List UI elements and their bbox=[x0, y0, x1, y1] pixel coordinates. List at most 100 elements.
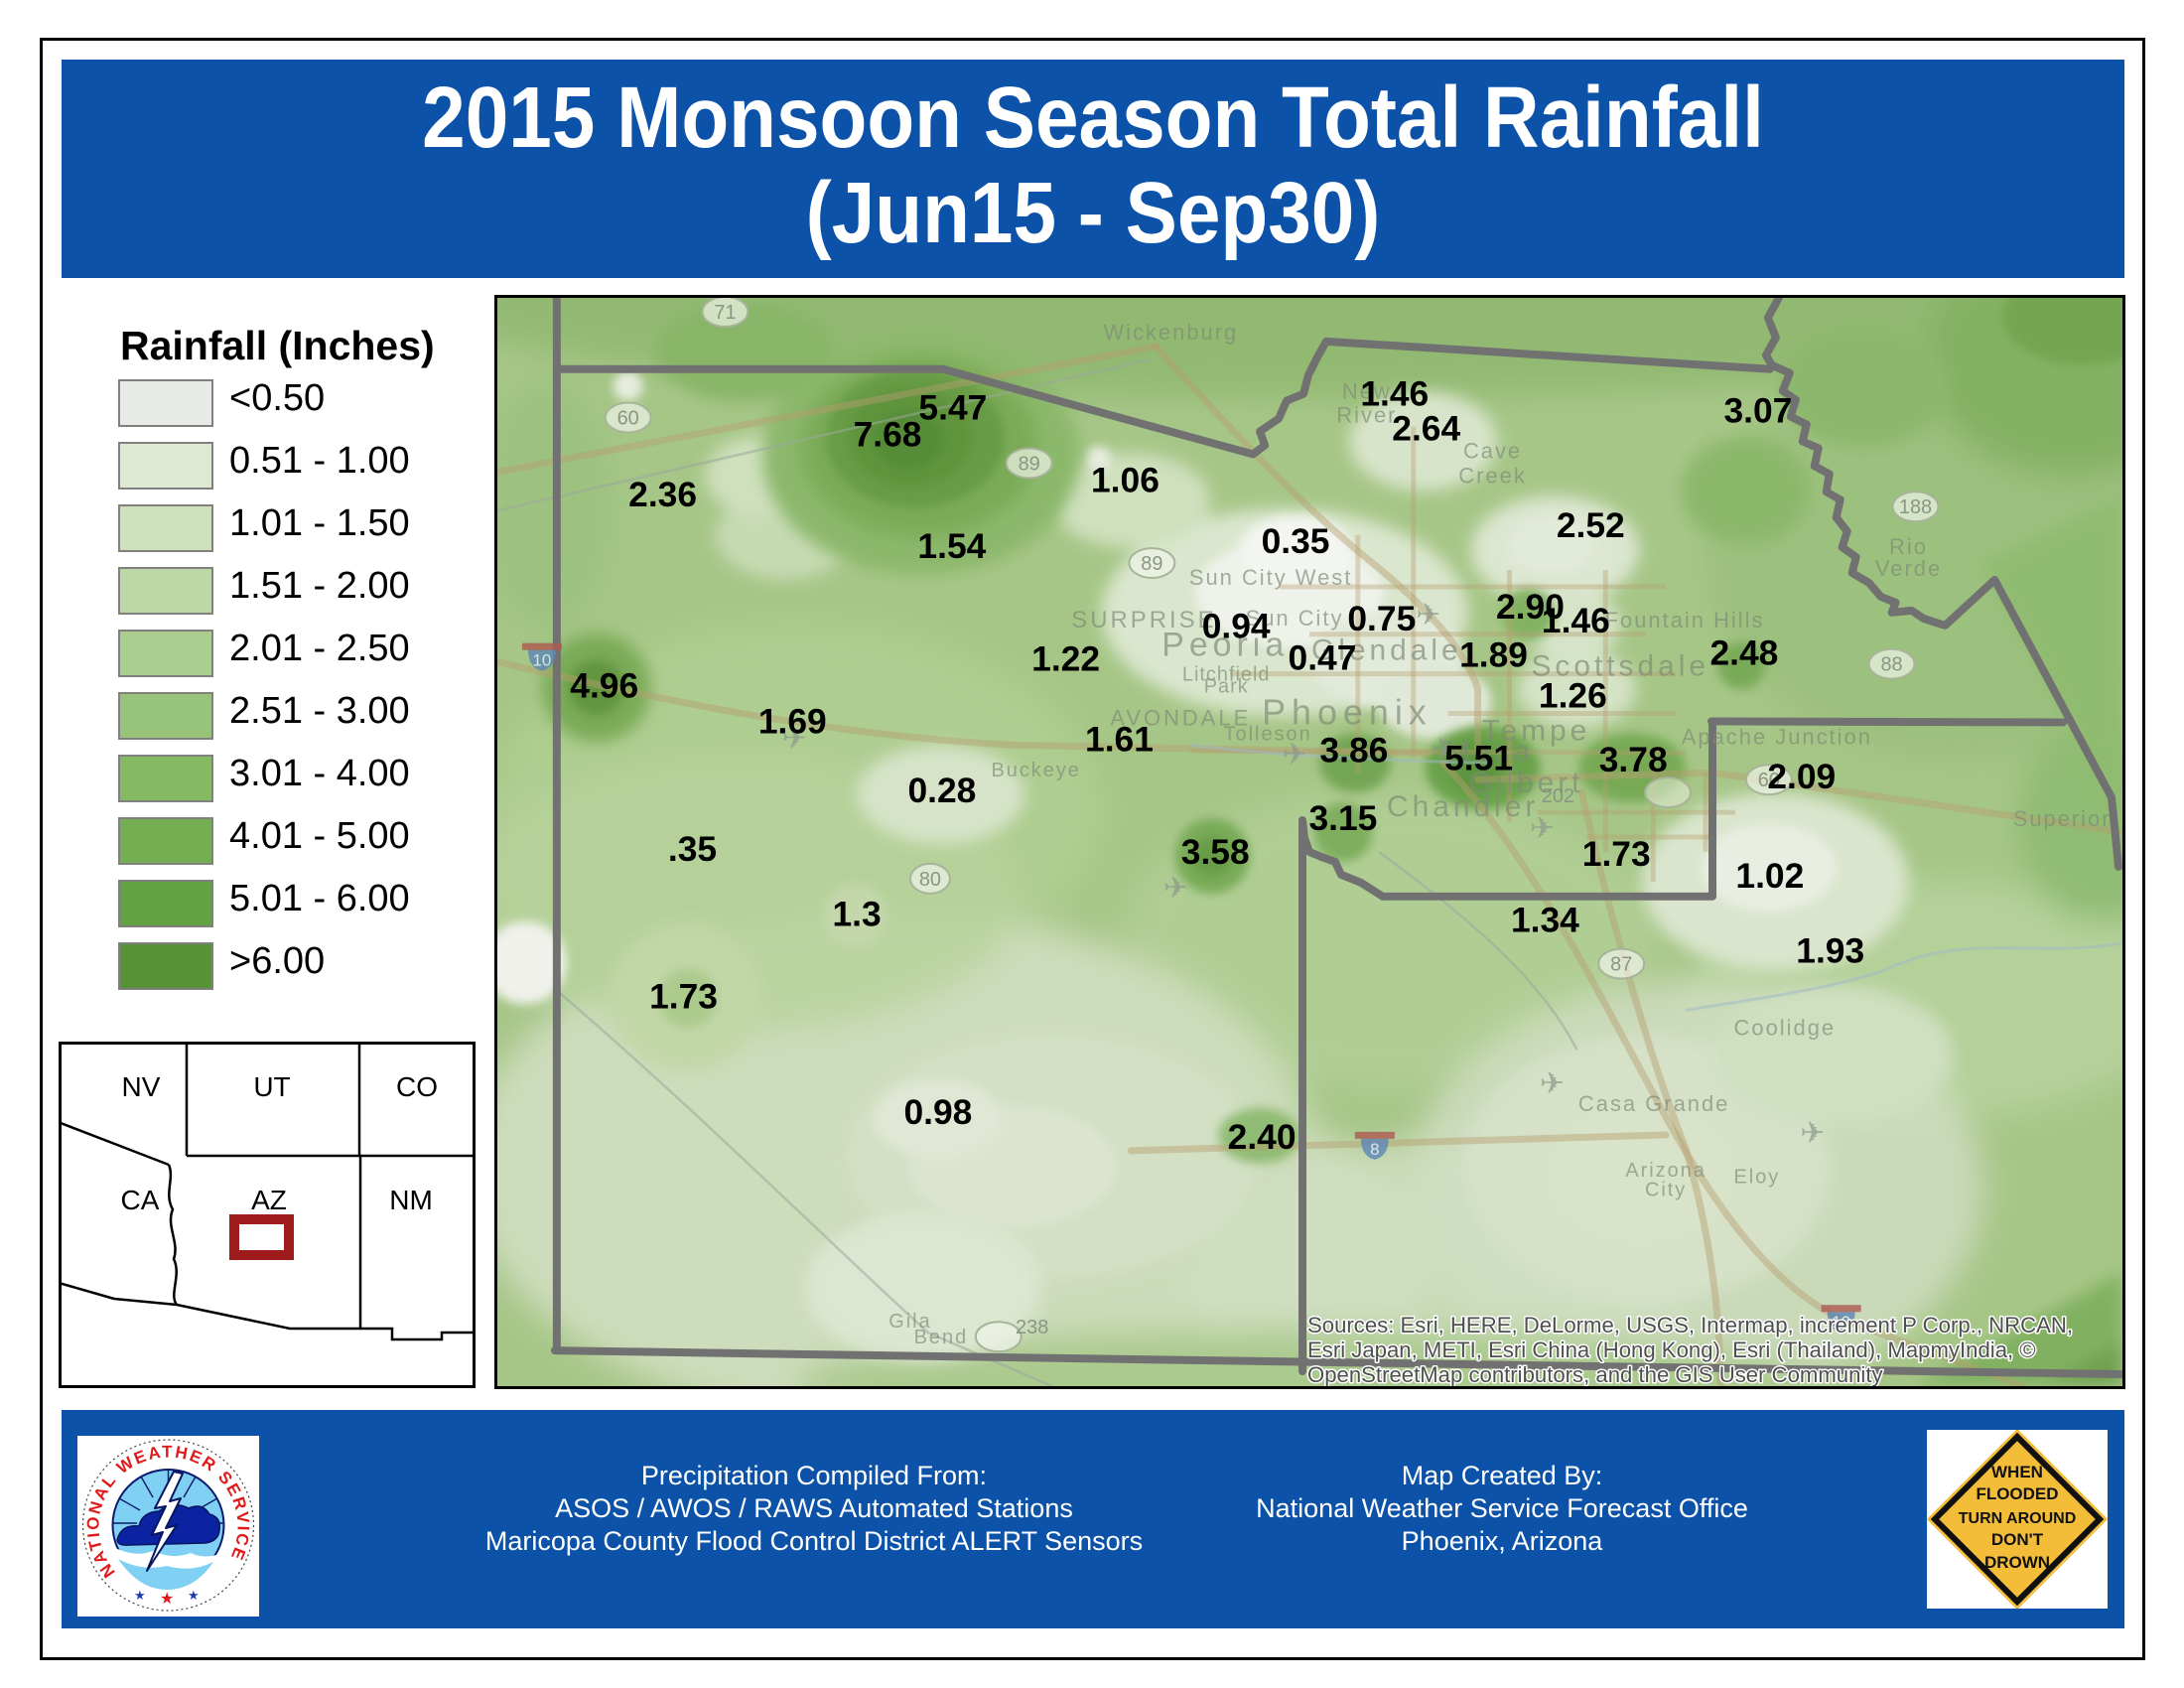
svg-text:3.86: 3.86 bbox=[1319, 731, 1388, 770]
svg-text:1.61: 1.61 bbox=[1085, 720, 1154, 759]
svg-text:1.26: 1.26 bbox=[1539, 677, 1607, 716]
svg-text:Esri Japan, METI, Esri China (: Esri Japan, METI, Esri China (Hong Kong)… bbox=[1307, 1337, 2036, 1362]
svg-text:1.54: 1.54 bbox=[917, 527, 986, 566]
svg-text:7.68: 7.68 bbox=[854, 415, 922, 454]
svg-text:Verde: Verde bbox=[1875, 556, 1942, 581]
svg-text:Eloy: Eloy bbox=[1734, 1167, 1781, 1189]
svg-text:87: 87 bbox=[1610, 954, 1632, 976]
svg-text:Apache Junction: Apache Junction bbox=[1682, 724, 1872, 749]
svg-text:0.98: 0.98 bbox=[903, 1093, 972, 1132]
svg-text:2.90: 2.90 bbox=[1496, 588, 1565, 627]
svg-text:3.58: 3.58 bbox=[1181, 833, 1250, 872]
svg-text:WHEN: WHEN bbox=[1991, 1463, 2043, 1481]
svg-text:1.73: 1.73 bbox=[1582, 835, 1651, 874]
svg-text:60: 60 bbox=[617, 408, 639, 430]
svg-text:3.78: 3.78 bbox=[1599, 741, 1668, 779]
svg-text:2.40: 2.40 bbox=[1228, 1118, 1297, 1157]
svg-text:AVONDALE: AVONDALE bbox=[1110, 705, 1251, 730]
svg-text:Glendale: Glendale bbox=[1311, 634, 1462, 667]
svg-text:89: 89 bbox=[1141, 553, 1162, 575]
svg-text:60: 60 bbox=[1758, 770, 1780, 791]
svg-text:3.07: 3.07 bbox=[1723, 392, 1792, 431]
svg-text:10: 10 bbox=[532, 651, 551, 670]
svg-text:UT: UT bbox=[253, 1071, 290, 1102]
svg-text:4.96: 4.96 bbox=[570, 667, 638, 706]
svg-text:Sources: Esri, HERE, DeLorme,: Sources: Esri, HERE, DeLorme, USGS, Inte… bbox=[1307, 1313, 2073, 1337]
svg-text:89: 89 bbox=[1019, 453, 1040, 475]
svg-text:River: River bbox=[1336, 403, 1397, 428]
svg-text:5.51: 5.51 bbox=[1444, 739, 1513, 777]
svg-text:Sun City: Sun City bbox=[1246, 606, 1344, 631]
svg-text:DON'T: DON'T bbox=[1991, 1530, 2044, 1549]
svg-text:★: ★ bbox=[188, 1588, 200, 1603]
svg-text:8: 8 bbox=[1370, 1140, 1379, 1159]
svg-text:2.09: 2.09 bbox=[1767, 758, 1836, 796]
svg-text:NV: NV bbox=[122, 1071, 161, 1102]
svg-text:1.3: 1.3 bbox=[833, 896, 882, 934]
svg-text:✈: ✈ bbox=[1540, 1067, 1565, 1100]
svg-text:✈: ✈ bbox=[1416, 599, 1440, 632]
svg-text:202: 202 bbox=[1542, 785, 1574, 807]
svg-text:✈: ✈ bbox=[1431, 733, 1455, 766]
svg-text:5.47: 5.47 bbox=[918, 389, 987, 428]
svg-text:Superior: Superior bbox=[2013, 806, 2112, 831]
svg-text:1.22: 1.22 bbox=[1031, 640, 1100, 679]
svg-text:★: ★ bbox=[160, 1591, 174, 1608]
svg-text:0.35: 0.35 bbox=[1262, 522, 1330, 561]
svg-text:Park: Park bbox=[1204, 676, 1249, 698]
svg-text:✈: ✈ bbox=[1163, 872, 1188, 905]
svg-text:NM: NM bbox=[389, 1185, 433, 1215]
svg-text:OpenStreetMap contributors, an: OpenStreetMap contributors, and the GIS … bbox=[1307, 1362, 1883, 1386]
svg-text:Peoria: Peoria bbox=[1161, 627, 1289, 664]
svg-text:Gila: Gila bbox=[888, 1311, 931, 1333]
svg-text:10: 10 bbox=[1832, 1313, 1850, 1332]
svg-text:1.06: 1.06 bbox=[1091, 461, 1160, 499]
svg-text:SURPRISE: SURPRISE bbox=[1071, 607, 1216, 633]
svg-text:Bend: Bend bbox=[914, 1327, 969, 1348]
svg-text:City: City bbox=[1645, 1180, 1687, 1201]
svg-text:Chandler: Chandler bbox=[1387, 790, 1539, 823]
svg-text:Scottsdale: Scottsdale bbox=[1531, 650, 1709, 683]
svg-text:1.69: 1.69 bbox=[758, 702, 827, 741]
svg-text:Gilbert: Gilbert bbox=[1468, 767, 1583, 799]
svg-text:Creek: Creek bbox=[1458, 463, 1526, 488]
svg-text:Tolleson: Tolleson bbox=[1224, 723, 1312, 745]
svg-text:AZ: AZ bbox=[251, 1185, 287, 1215]
svg-text:Sun City West: Sun City West bbox=[1189, 565, 1353, 590]
svg-text:TURN AROUND: TURN AROUND bbox=[1959, 1510, 2077, 1527]
svg-text:3.15: 3.15 bbox=[1308, 799, 1377, 838]
svg-text:Casa Grande: Casa Grande bbox=[1578, 1091, 1729, 1116]
svg-text:0.28: 0.28 bbox=[907, 772, 976, 810]
svg-text:80: 80 bbox=[919, 869, 941, 891]
svg-text:✈: ✈ bbox=[782, 722, 807, 755]
svg-text:2.48: 2.48 bbox=[1709, 634, 1778, 673]
svg-text:1.34: 1.34 bbox=[1511, 902, 1579, 940]
svg-text:Wickenburg: Wickenburg bbox=[1103, 320, 1238, 345]
svg-text:Coolidge: Coolidge bbox=[1734, 1015, 1837, 1040]
svg-text:238: 238 bbox=[1016, 1317, 1048, 1338]
svg-text:✈: ✈ bbox=[1800, 1117, 1825, 1150]
svg-text:New: New bbox=[1342, 379, 1392, 404]
svg-text:.35: .35 bbox=[668, 830, 717, 869]
svg-text:✈: ✈ bbox=[1530, 812, 1555, 845]
svg-text:DROWN: DROWN bbox=[1984, 1553, 2050, 1572]
svg-text:88: 88 bbox=[1880, 654, 1902, 676]
svg-text:Cave: Cave bbox=[1463, 438, 1522, 463]
svg-text:2.36: 2.36 bbox=[628, 476, 697, 514]
svg-text:FLOODED: FLOODED bbox=[1976, 1484, 2058, 1503]
svg-text:1.89: 1.89 bbox=[1459, 636, 1528, 675]
svg-text:1.73: 1.73 bbox=[649, 977, 718, 1016]
svg-text:CA: CA bbox=[121, 1185, 160, 1215]
svg-text:0.47: 0.47 bbox=[1289, 639, 1357, 678]
svg-text:1.46: 1.46 bbox=[1542, 602, 1610, 640]
svg-text:Buckeye: Buckeye bbox=[991, 760, 1080, 781]
svg-text:Mesa: Mesa bbox=[1445, 735, 1534, 768]
svg-text:188: 188 bbox=[1899, 496, 1932, 518]
svg-text:1.46: 1.46 bbox=[1360, 375, 1429, 414]
svg-text:0.75: 0.75 bbox=[1347, 600, 1416, 638]
svg-text:Fountain Hills: Fountain Hills bbox=[1605, 608, 1765, 633]
svg-text:1.93: 1.93 bbox=[1796, 932, 1864, 971]
svg-text:2.52: 2.52 bbox=[1557, 506, 1625, 545]
svg-text:2.64: 2.64 bbox=[1392, 409, 1460, 448]
svg-text:Phoenix: Phoenix bbox=[1262, 692, 1433, 732]
